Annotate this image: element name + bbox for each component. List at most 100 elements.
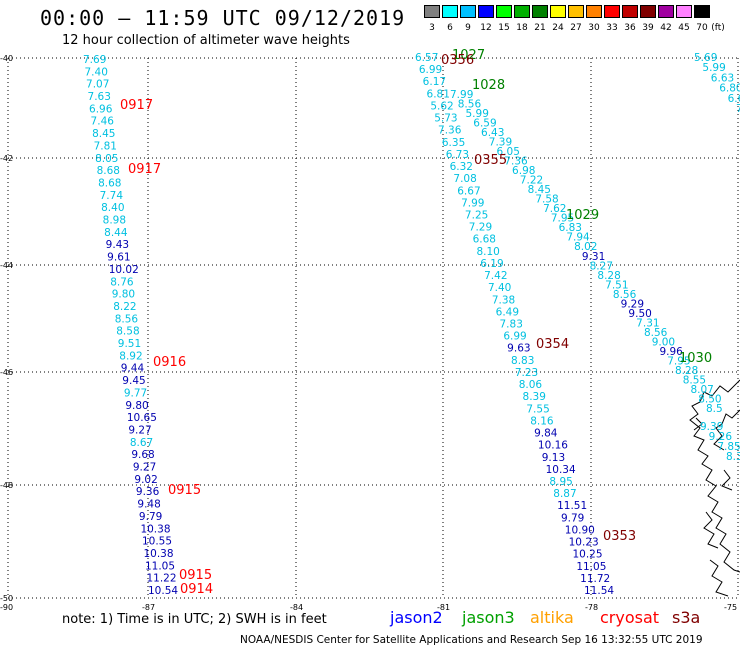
wave-height-value: 11.72 [580, 573, 610, 585]
wave-height-value: 8.76 [110, 276, 134, 288]
wave-height-value: 9.26 [709, 431, 733, 443]
wave-height-value: 8.5 [706, 403, 723, 415]
wave-height-value: 10.38 [140, 523, 170, 535]
wave-height-value: 11.05 [145, 560, 175, 572]
wave-height-value: 10.90 [565, 524, 595, 536]
lon-tick-label: -90 [0, 603, 13, 612]
wave-height-value: 8.83 [511, 355, 534, 367]
wave-height-value: 8.07 [690, 384, 713, 396]
color-scale-label: 18 [516, 23, 528, 33]
wave-height-value: 6.35 [442, 137, 465, 149]
color-scale-label: 45 [678, 23, 690, 33]
wave-height-value: 7.39 [489, 137, 512, 149]
lat-tick-label: -46 [0, 368, 13, 377]
wave-height-value: 6.17 [423, 76, 446, 88]
pass-time-label: 1027 [452, 48, 485, 63]
wave-height-value: 7.31 [636, 317, 659, 329]
wave-height-value: 6.43 [481, 127, 504, 139]
wave-height-value: 8.45 [528, 184, 551, 196]
wave-height-value: 10.55 [142, 536, 172, 548]
wave-height-value: 7.08 [453, 173, 476, 185]
wave-height-value: 11.51 [557, 500, 587, 512]
wave-height-value: 8.55 [683, 374, 706, 386]
color-swatch [478, 5, 494, 18]
wave-height-value: 9.96 [659, 346, 683, 358]
wave-height-value: 8.28 [675, 365, 698, 377]
pass-time-label: 1029 [566, 208, 599, 223]
wave-height-value: 9.02 [134, 474, 157, 486]
lon-tick-label: -78 [585, 603, 598, 612]
wave-height-value: 7.85 [717, 441, 740, 453]
wave-height-value: 8.28 [597, 270, 620, 282]
color-swatch [586, 5, 602, 18]
color-scale-label: 9 [465, 23, 471, 33]
color-swatch [622, 5, 638, 18]
pass-time-label: 0917 [120, 98, 153, 113]
satellite-name-jason3: jason3 [462, 608, 515, 627]
pass-time-label: 1030 [679, 351, 712, 366]
wave-height-value: 7.63 [88, 91, 111, 103]
pass-time-label: 0355 [474, 153, 507, 168]
wave-height-value: 6.73 [446, 149, 469, 161]
color-scale-label: 30 [588, 23, 600, 33]
color-swatch [640, 5, 656, 18]
wave-height-value: 6.49 [496, 306, 519, 318]
lat-tick-label: -42 [0, 154, 13, 163]
pass-time-label: 0916 [153, 355, 186, 370]
footnote: note: 1) Time is in UTC; 2) SWH is in fe… [62, 612, 327, 627]
wave-height-value: 9.36 [136, 486, 160, 498]
wave-height-value: 7.36 [504, 156, 528, 168]
color-scale-label: 3 [429, 23, 435, 33]
color-swatch [550, 5, 566, 18]
credit-line: NOAA/NESDIS Center for Satellite Applica… [240, 634, 703, 646]
wave-height-value: 7.99 [450, 89, 473, 101]
wave-height-value: 5.62 [430, 100, 453, 112]
wave-height-value: 9.00 [652, 336, 675, 348]
wave-height-value: 6.96 [89, 103, 113, 115]
wave-height-value: 9.51 [118, 338, 141, 350]
wave-height-value: 7.42 [484, 270, 507, 282]
wave-height-value: 7.23 [515, 367, 538, 379]
lat-tick-label: -44 [0, 261, 13, 270]
color-swatch [676, 5, 692, 18]
wave-height-value: 8.56 [644, 327, 668, 339]
wave-height-value: 9.39 [700, 421, 723, 433]
coastline-segment [713, 409, 740, 451]
wave-height-value: 9.50 [628, 308, 651, 320]
wave-height-value: 8.58 [116, 326, 139, 338]
wave-height-value: 6.57 [415, 52, 438, 64]
color-scale-label: 27 [570, 23, 582, 33]
wave-height-value: 8.40 [101, 202, 124, 214]
axis-ticks: -40 -42 -44 -46 -48 -50-90 -87 -84 -81 -78 -75 [0, 54, 737, 612]
color-swatch [532, 5, 548, 18]
pass-time-label: 0915 [179, 568, 212, 583]
wave-height-value: 7.62 [543, 203, 566, 215]
wave-height-value: 5.69 [694, 52, 717, 64]
color-scale-label: 70 [696, 23, 708, 33]
wave-height-value: 6.32 [450, 161, 473, 173]
pass-time-label: 0915 [168, 483, 201, 498]
wave-height-value: 7 [736, 103, 740, 115]
lat-tick-label: -50 [0, 594, 13, 603]
wave-height-value: 5.99 [702, 62, 725, 74]
map-title: 00:00 – 11:59 UTC 09/12/2019 [40, 6, 406, 30]
wave-height-value: 7.55 [526, 403, 549, 415]
color-swatch [460, 5, 476, 18]
wave-height-value: 9.63 [507, 343, 530, 355]
wave-height-value: 9.29 [621, 298, 644, 310]
coastline-segment [693, 417, 703, 431]
color-swatch [694, 5, 710, 18]
color-swatch [658, 5, 674, 18]
wave-height-value: 6.83 [559, 222, 582, 234]
wave-height-value: 10.02 [109, 264, 139, 276]
wave-height-value: 7.40 [488, 282, 511, 294]
wave-height-value: 7.74 [100, 190, 124, 202]
wave-height-value: 9.13 [542, 452, 565, 464]
wave-height-value: 10.16 [538, 440, 568, 452]
map-subtitle: 12 hour collection of altimeter wave hei… [62, 33, 350, 48]
wave-height-value: 11.05 [576, 561, 606, 573]
color-scale-label: 39 [642, 23, 654, 33]
pass-time-label: 0353 [603, 529, 636, 544]
color-swatch [496, 5, 512, 18]
